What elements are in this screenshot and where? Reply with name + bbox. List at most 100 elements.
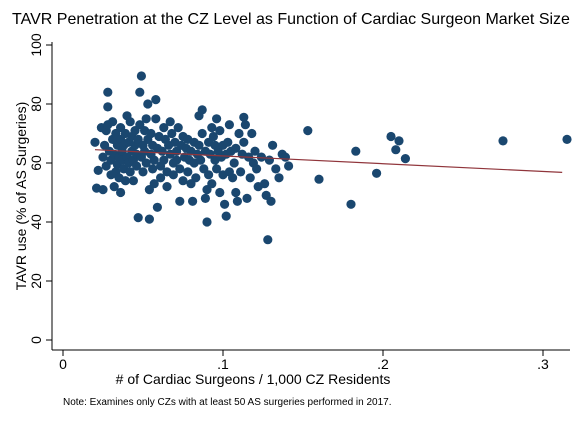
data-point — [250, 146, 260, 156]
data-point — [228, 173, 238, 183]
data-point — [256, 152, 266, 162]
data-point — [175, 196, 185, 206]
data-point — [133, 213, 143, 223]
data-point — [162, 182, 172, 192]
data-point — [234, 128, 244, 139]
data-point — [103, 102, 113, 112]
data-point — [212, 164, 222, 174]
data-point — [152, 202, 162, 212]
data-point — [98, 185, 108, 195]
data-point — [125, 117, 135, 127]
data-point — [191, 173, 201, 183]
data-point — [394, 136, 404, 146]
data-point — [108, 117, 118, 127]
data-point — [156, 173, 166, 183]
data-point — [165, 117, 175, 127]
data-point — [239, 137, 249, 147]
data-point — [194, 140, 204, 150]
chart-note: Note: Examines only CZs with at least 50… — [63, 397, 392, 408]
y-axis-title: TAVR use (% of AS Surgeries) — [13, 102, 29, 291]
x-tick-label: 0 — [59, 356, 67, 372]
data-point — [196, 155, 206, 165]
data-point — [220, 199, 230, 209]
data-point — [562, 134, 572, 144]
data-point — [143, 99, 153, 109]
fit-line — [94, 149, 563, 173]
data-point — [132, 161, 142, 171]
data-point — [116, 187, 126, 198]
data-point — [135, 87, 145, 97]
data-point — [264, 155, 274, 165]
data-point — [103, 87, 113, 97]
data-point — [173, 123, 183, 133]
data-point — [149, 179, 159, 189]
data-point — [386, 131, 396, 142]
data-point — [314, 174, 324, 184]
data-point — [268, 140, 278, 150]
data-point — [159, 123, 169, 133]
data-point — [93, 165, 103, 175]
data-point — [391, 145, 401, 155]
data-point — [239, 112, 249, 122]
x-tick-label: .1 — [217, 356, 229, 372]
data-point — [223, 137, 233, 147]
data-point — [149, 155, 159, 165]
data-point — [351, 146, 361, 156]
y-tick-label: 100 — [28, 33, 44, 57]
data-point — [172, 155, 182, 165]
data-point — [151, 114, 161, 124]
data-point — [221, 211, 231, 221]
data-point — [204, 170, 214, 180]
data-point — [138, 167, 148, 177]
data-point — [232, 196, 242, 206]
data-point — [236, 167, 246, 177]
y-tick-label: 20 — [28, 273, 44, 289]
data-point — [141, 158, 151, 168]
data-point — [215, 126, 225, 136]
data-point — [271, 164, 281, 174]
chart-title: TAVR Penetration at the CZ Level as Func… — [12, 11, 570, 28]
data-point — [175, 164, 185, 174]
data-point — [197, 105, 207, 115]
y-axis-ticks: 0 20 40 60 80 100 — [28, 33, 52, 344]
data-point — [346, 199, 356, 209]
y-tick-label: 0 — [28, 336, 44, 344]
data-point — [128, 176, 138, 186]
data-point — [183, 167, 193, 177]
data-point — [167, 128, 177, 139]
data-point — [207, 123, 217, 133]
data-point — [242, 193, 252, 203]
data-point — [188, 196, 198, 206]
data-point — [263, 235, 273, 245]
data-point — [229, 158, 239, 168]
x-axis-ticks: 0 .1 .2 .3 — [59, 350, 549, 372]
data-point — [200, 193, 210, 203]
y-tick-label: 60 — [28, 155, 44, 171]
data-point — [274, 173, 284, 183]
data-point — [215, 187, 225, 198]
data-point — [202, 217, 212, 227]
data-point — [151, 95, 161, 105]
data-point — [224, 120, 234, 130]
data-point — [148, 164, 158, 174]
data-point — [98, 152, 108, 162]
x-axis-title: # of Cardiac Surgeons / 1,000 CZ Residen… — [116, 371, 391, 387]
x-tick-label: .2 — [377, 356, 389, 372]
data-point — [260, 179, 270, 189]
plot-area — [90, 71, 572, 245]
data-point — [400, 154, 410, 164]
data-point — [252, 164, 262, 174]
data-point — [247, 128, 257, 139]
data-point — [231, 187, 241, 198]
data-point — [159, 155, 169, 165]
data-point — [197, 128, 207, 139]
data-point — [303, 126, 313, 136]
y-tick-label: 40 — [28, 214, 44, 230]
data-point — [178, 176, 188, 186]
data-point — [90, 137, 100, 147]
data-point — [231, 143, 241, 153]
data-point — [245, 173, 255, 183]
data-point — [207, 179, 217, 189]
